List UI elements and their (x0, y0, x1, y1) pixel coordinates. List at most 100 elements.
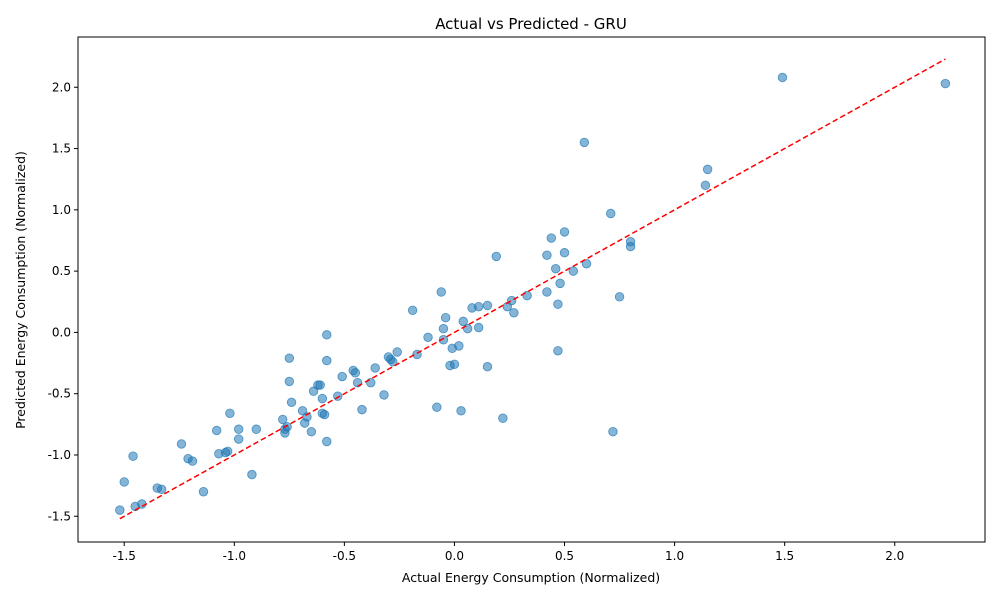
data-point-27 (286, 397, 297, 407)
data-point-72 (482, 300, 493, 311)
data-point-77 (506, 295, 517, 306)
data-point-17 (234, 434, 244, 444)
data-point-53 (392, 347, 402, 357)
data-point-37 (319, 409, 330, 420)
data-point-75 (498, 413, 508, 423)
data-point-61 (440, 312, 451, 323)
data-point-15 (222, 446, 233, 456)
data-point-93 (608, 426, 618, 437)
data-point-10 (187, 456, 198, 466)
data-point-39 (322, 355, 332, 366)
data-point-59 (438, 324, 449, 334)
data-point-8 (176, 439, 187, 449)
data-point-100 (940, 78, 951, 89)
reference-line-layer (119, 58, 946, 520)
data-point-88 (559, 248, 570, 258)
data-point-97 (700, 180, 711, 191)
data-point-47 (366, 377, 376, 388)
x-tick-label: 1.0 (665, 549, 684, 563)
data-point-80 (542, 287, 552, 297)
data-point-60 (438, 335, 449, 345)
data-point-83 (551, 263, 561, 274)
data-point-74 (491, 251, 501, 262)
x-tick-label: 2.0 (885, 549, 904, 563)
data-point-2 (119, 477, 129, 487)
y-tick-label: 1.5 (52, 142, 71, 156)
data-point-52 (388, 357, 398, 367)
data-point-64 (449, 359, 460, 369)
y-axis-ticks: -1.5 -1.0 -0.5 0.0 0.5 1.0 1.5 2.0 (48, 80, 78, 523)
plot-frame (77, 36, 986, 543)
y-tick-label: 0.5 (52, 264, 71, 278)
data-point-16 (225, 408, 235, 418)
data-point-71 (473, 301, 484, 312)
x-axis-ticks: -1.5 -1.0 -0.5 0.0 0.5 1.0 1.5 2.0 (113, 542, 904, 563)
data-point-98 (702, 164, 713, 175)
data-point-89 (568, 266, 579, 276)
data-point-57 (432, 402, 442, 412)
data-point-49 (379, 390, 389, 400)
data-point-48 (370, 363, 380, 373)
data-point-41 (333, 391, 343, 401)
data-point-58 (436, 287, 446, 297)
data-point-73 (482, 362, 493, 372)
data-point-18 (234, 424, 244, 434)
data-point-56 (423, 332, 433, 343)
data-point-78 (509, 308, 519, 318)
data-point-68 (462, 324, 473, 334)
data-point-85 (553, 346, 563, 356)
x-tick-label: 1.5 (775, 549, 794, 563)
data-point-65 (454, 341, 464, 351)
data-point-87 (559, 227, 570, 237)
data-point-94 (614, 292, 625, 302)
x-tick-label: 0.5 (555, 549, 574, 563)
data-point-21 (278, 414, 288, 425)
reference-line (119, 58, 946, 520)
data-point-19 (247, 469, 257, 480)
data-point-42 (337, 371, 347, 382)
x-axis-label: Actual Energy Consumption (Normalized) (402, 570, 660, 585)
data-point-44 (350, 368, 361, 378)
data-point-25 (284, 376, 295, 387)
data-point-92 (606, 208, 616, 219)
data-point-81 (542, 250, 552, 260)
x-tick-label: -1.0 (223, 549, 246, 563)
data-point-96 (625, 241, 636, 252)
data-point-84 (553, 299, 563, 309)
y-tick-label: -0.5 (48, 387, 71, 401)
data-point-4 (128, 451, 138, 461)
y-tick-label: 1.0 (52, 203, 71, 217)
points-layer (115, 72, 951, 515)
data-point-54 (407, 305, 418, 316)
data-point-7 (156, 484, 167, 494)
x-tick-label: -1.5 (113, 549, 136, 563)
y-tick-label: 0.0 (52, 325, 71, 339)
data-point-46 (357, 404, 367, 415)
data-point-1 (115, 505, 125, 515)
data-point-40 (322, 330, 332, 340)
data-point-31 (306, 426, 317, 437)
chart-title: Actual vs Predicted - GRU (435, 15, 627, 33)
data-point-91 (581, 259, 592, 269)
data-point-99 (777, 72, 788, 83)
data-point-79 (522, 290, 532, 301)
data-point-38 (322, 436, 332, 447)
y-axis-label: Predicted Energy Consumption (Normalized… (13, 151, 28, 429)
data-point-82 (546, 233, 557, 243)
data-point-66 (456, 406, 466, 416)
data-point-35 (317, 393, 328, 404)
data-point-11 (198, 487, 209, 497)
data-point-26 (284, 353, 295, 363)
x-tick-label: 0.0 (445, 549, 464, 563)
data-point-12 (211, 425, 222, 436)
data-point-70 (473, 322, 484, 333)
x-tick-label: -0.5 (333, 549, 356, 563)
data-point-20 (251, 424, 262, 434)
y-tick-label: -1.0 (48, 448, 71, 462)
data-point-24 (282, 422, 292, 432)
data-point-86 (555, 278, 565, 289)
y-tick-label: -1.5 (48, 509, 71, 523)
data-point-34 (315, 380, 325, 390)
data-point-67 (458, 316, 468, 327)
